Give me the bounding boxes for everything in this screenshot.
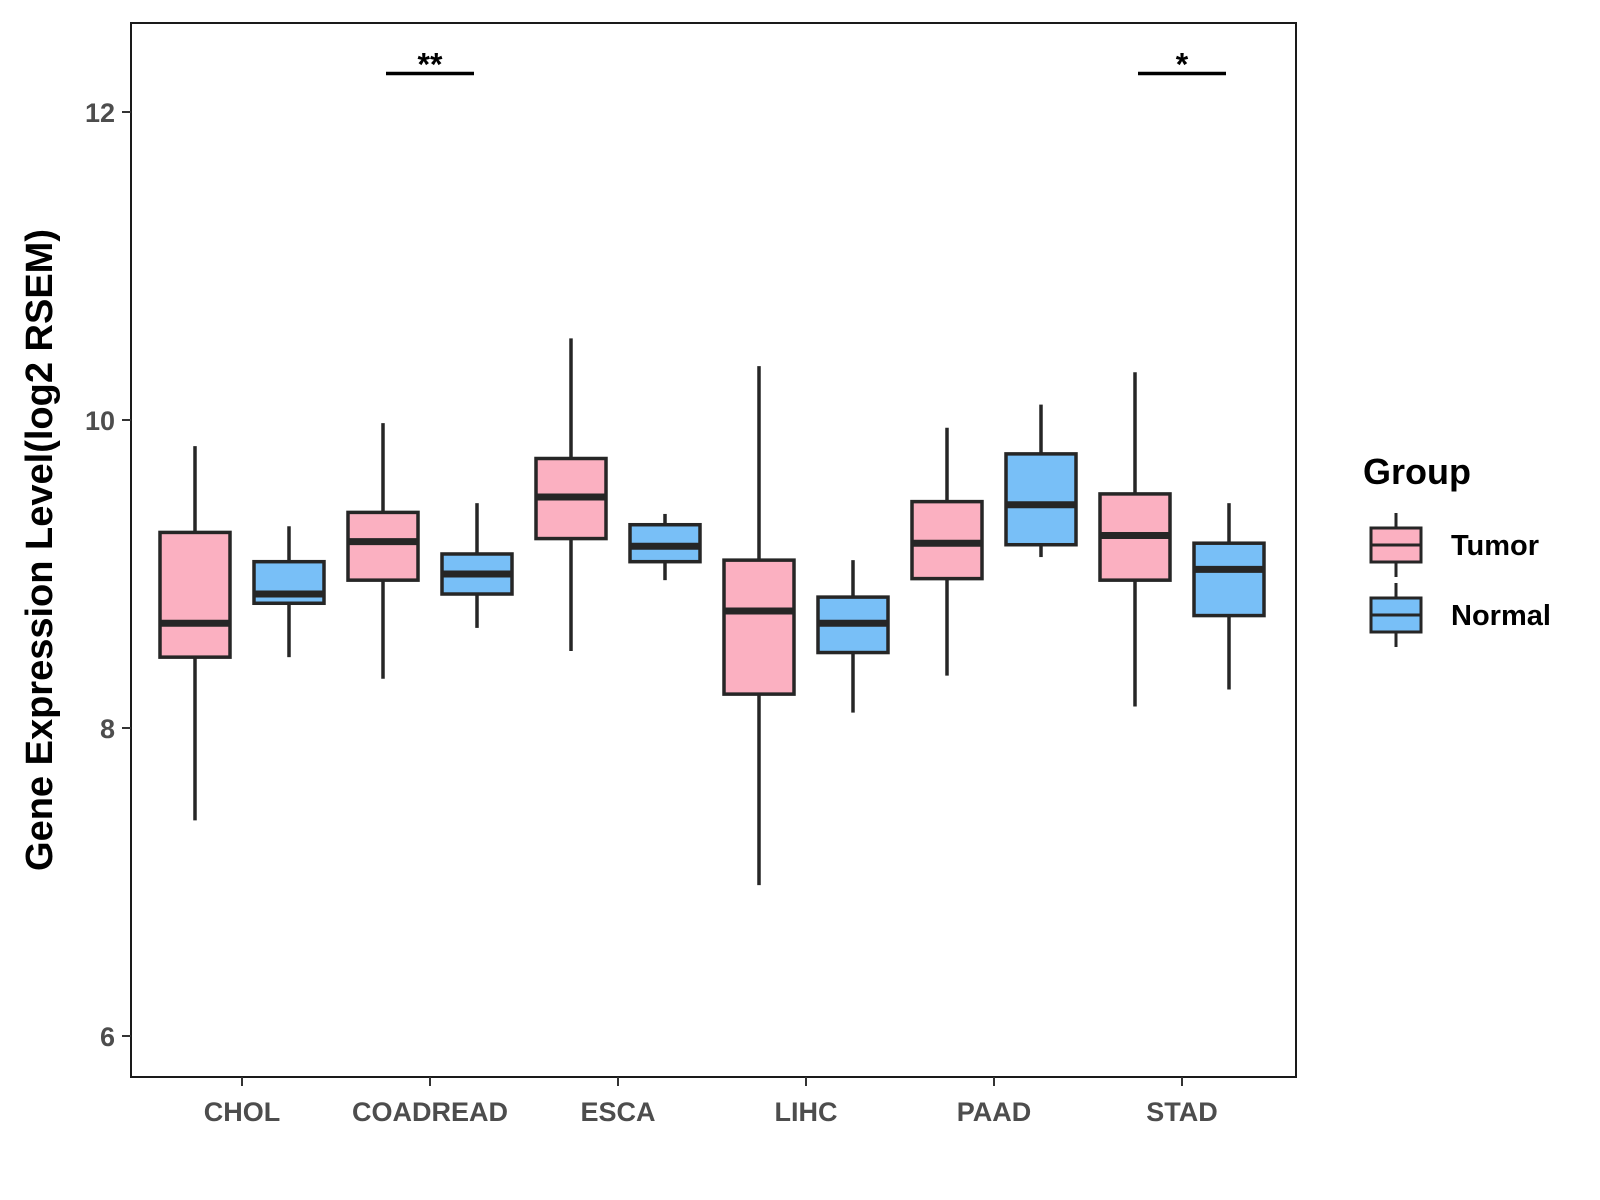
box-tumor-stad xyxy=(1098,372,1172,707)
box-body xyxy=(1192,541,1266,618)
legend-items: Tumor Normal xyxy=(1369,513,1551,647)
x-axis: CHOL COADREAD ESCA LIHC PAAD STAD xyxy=(204,1077,1218,1127)
x-tick-label: LIHC xyxy=(775,1097,838,1127)
box-tumor-lihc xyxy=(722,366,796,886)
box-normal-stad xyxy=(1192,503,1266,690)
y-axis: 6 8 10 12 xyxy=(85,98,131,1052)
legend-title: Group xyxy=(1363,451,1471,492)
box-tumor-paad xyxy=(910,427,984,676)
box-normal-paad xyxy=(1004,404,1078,558)
legend-label: Tumor xyxy=(1451,530,1539,562)
y-axis-title: Gene Expression Level(log2 RSEM) xyxy=(19,229,61,871)
y-tick-label: 8 xyxy=(100,714,115,744)
x-tick-label: COADREAD xyxy=(352,1097,508,1127)
y-tick-label: 10 xyxy=(85,406,115,436)
plot-panel-border xyxy=(130,22,1297,1078)
box-body xyxy=(722,558,796,696)
box-normal-lihc xyxy=(816,560,890,713)
x-tick-label: CHOL xyxy=(204,1097,281,1127)
legend: Group Tumor Normal xyxy=(1363,451,1551,647)
significance-label: ** xyxy=(418,47,443,83)
y-tick-label: 12 xyxy=(85,98,115,128)
legend-item-normal: Normal xyxy=(1369,583,1551,647)
box-normal-coadread xyxy=(440,503,514,628)
box-body xyxy=(1004,452,1078,547)
x-tick-label: STAD xyxy=(1146,1097,1218,1127)
box-tumor-coadread xyxy=(346,423,420,679)
plot-area: ** * xyxy=(158,47,1266,886)
box-normal-esca xyxy=(628,513,702,581)
box-tumor-esca xyxy=(534,338,608,651)
legend-item-tumor: Tumor xyxy=(1369,513,1539,577)
box-body xyxy=(158,530,232,659)
box-normal-chol xyxy=(252,526,326,658)
legend-label: Normal xyxy=(1451,600,1551,632)
y-tick-label: 6 xyxy=(100,1022,115,1052)
x-tick-label: PAAD xyxy=(957,1097,1032,1127)
box-tumor-chol xyxy=(158,446,232,821)
box-body xyxy=(346,510,420,582)
significance-label: * xyxy=(1176,47,1189,83)
x-tick-label: ESCA xyxy=(580,1097,655,1127)
